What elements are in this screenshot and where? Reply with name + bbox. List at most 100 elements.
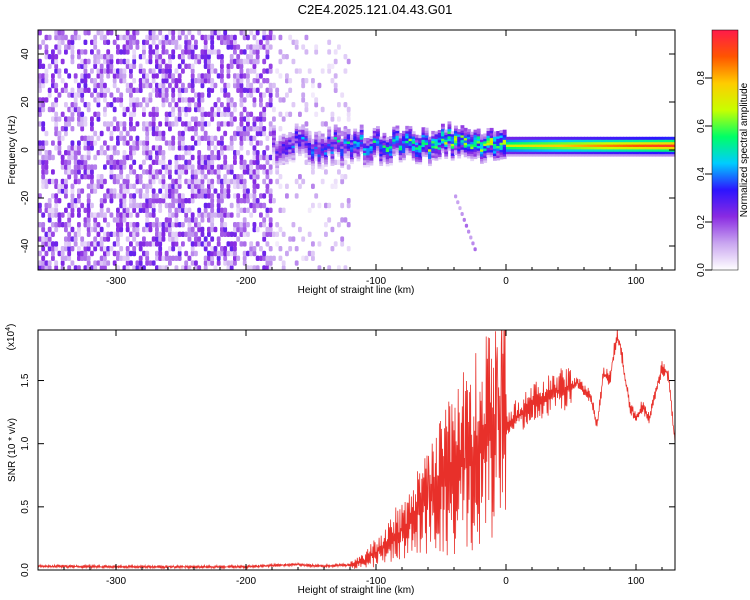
heatmap-cell bbox=[415, 144, 419, 148]
heatmap-cell bbox=[333, 129, 338, 133]
heatmap-cell bbox=[421, 144, 426, 148]
heatmap-cell bbox=[252, 193, 257, 199]
heatmap-cell bbox=[106, 30, 111, 36]
heatmap-cell bbox=[210, 193, 215, 199]
heatmap-cell bbox=[184, 97, 189, 103]
heatmap-cell bbox=[496, 155, 501, 159]
heatmap-cell bbox=[119, 193, 124, 199]
y-tick-label: 1.0 bbox=[20, 436, 31, 450]
heatmap-cell bbox=[337, 222, 341, 228]
heatmap-cell bbox=[662, 146, 666, 150]
heatmap-cell bbox=[83, 63, 88, 69]
heatmap-cell bbox=[171, 30, 176, 36]
heatmap-cell bbox=[288, 141, 293, 145]
heatmap-cell bbox=[447, 145, 452, 149]
heatmap-cell bbox=[116, 174, 120, 180]
heatmap-cell bbox=[662, 148, 666, 152]
heatmap-cell bbox=[506, 151, 510, 155]
heatmap-cell bbox=[411, 150, 416, 154]
heatmap-cell bbox=[112, 231, 117, 237]
heatmap-cell bbox=[112, 116, 117, 122]
heatmap-cell bbox=[460, 137, 465, 141]
heatmap-cell bbox=[168, 121, 172, 127]
heatmap-cell bbox=[70, 54, 75, 60]
heatmap-cell bbox=[613, 151, 618, 155]
heatmap-cell bbox=[106, 188, 111, 194]
heatmap-cell bbox=[376, 135, 380, 139]
heatmap-cell bbox=[489, 132, 494, 136]
heatmap-cell bbox=[333, 87, 338, 93]
heatmap-cell bbox=[93, 222, 98, 228]
heatmap-cell bbox=[86, 246, 91, 252]
heatmap-cell bbox=[197, 97, 202, 103]
heatmap-cell bbox=[174, 102, 179, 108]
heatmap-cell bbox=[363, 147, 367, 151]
heatmap-cell bbox=[450, 157, 455, 161]
heatmap-cell bbox=[369, 138, 374, 142]
heatmap-cell bbox=[255, 39, 260, 45]
heatmap-cell bbox=[119, 97, 124, 103]
heatmap-cell bbox=[96, 183, 101, 189]
heatmap-cell bbox=[168, 102, 172, 108]
heatmap-cell bbox=[285, 134, 289, 138]
heatmap-cell bbox=[174, 178, 179, 185]
heatmap-cell bbox=[528, 139, 533, 143]
heatmap-cell bbox=[606, 153, 611, 157]
heatmap-cell bbox=[54, 116, 59, 122]
heatmap-cell bbox=[437, 151, 442, 155]
heatmap-cell bbox=[272, 159, 276, 165]
heatmap-cell bbox=[122, 121, 127, 127]
heatmap-cell bbox=[346, 198, 351, 204]
heatmap-cell bbox=[272, 144, 276, 148]
heatmap-cell bbox=[307, 161, 312, 165]
heatmap-cell bbox=[216, 140, 221, 146]
heatmap-cell bbox=[38, 260, 42, 266]
heatmap-cell bbox=[606, 144, 611, 147]
heatmap-cell bbox=[216, 202, 221, 209]
heatmap-cell bbox=[405, 147, 410, 151]
heatmap-cell bbox=[60, 34, 65, 41]
heatmap-cell bbox=[60, 178, 65, 185]
heatmap-cell bbox=[340, 141, 345, 145]
heatmap-cell bbox=[343, 136, 348, 140]
heatmap-cell bbox=[122, 34, 127, 41]
heatmap-cell bbox=[645, 141, 650, 145]
heatmap-cell bbox=[132, 265, 137, 270]
heatmap-cell bbox=[223, 231, 228, 237]
heatmap-cell bbox=[262, 236, 267, 242]
heatmap-cell bbox=[119, 212, 124, 218]
heatmap-cell bbox=[207, 260, 211, 266]
heatmap-cell bbox=[333, 73, 338, 79]
heatmap-cell bbox=[376, 145, 380, 149]
heatmap-cell bbox=[304, 149, 309, 153]
heatmap-cell bbox=[528, 151, 533, 155]
heatmap-cell bbox=[112, 250, 117, 257]
heatmap-cell bbox=[431, 157, 436, 161]
heatmap-cell bbox=[70, 145, 75, 151]
heatmap-cell bbox=[236, 150, 241, 156]
heatmap-cell bbox=[330, 183, 335, 189]
heatmap-cell bbox=[262, 193, 267, 199]
heatmap-cell bbox=[587, 151, 592, 155]
heatmap-cell bbox=[593, 139, 598, 143]
heatmap-cell bbox=[298, 183, 302, 189]
heatmap-cell bbox=[249, 174, 254, 180]
heatmap-cell bbox=[177, 174, 182, 180]
heatmap-cell bbox=[73, 241, 78, 247]
heatmap-cell bbox=[99, 92, 104, 98]
heatmap-cell bbox=[38, 63, 42, 69]
heatmap-cell bbox=[93, 58, 98, 65]
heatmap-cell bbox=[41, 73, 46, 79]
heatmap-cell bbox=[77, 63, 81, 69]
heatmap-cell bbox=[467, 133, 471, 137]
heatmap-cell bbox=[496, 140, 501, 144]
heatmap-cell bbox=[369, 143, 374, 147]
heatmap-cell bbox=[623, 139, 627, 143]
heatmap-cell bbox=[320, 159, 325, 163]
heatmap-cell bbox=[142, 44, 146, 50]
heatmap-cell bbox=[385, 160, 390, 164]
heatmap-cell bbox=[90, 126, 94, 132]
heatmap-cell bbox=[525, 151, 530, 155]
heatmap-cell bbox=[44, 159, 49, 165]
